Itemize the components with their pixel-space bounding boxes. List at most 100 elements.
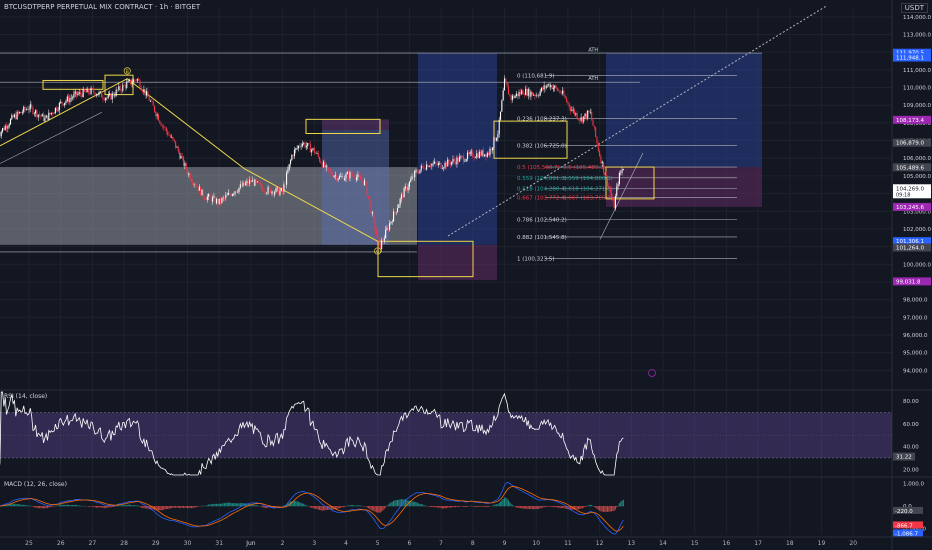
candle-body [497,134,499,139]
macd-histogram-bar [171,506,173,509]
candle-body [383,238,385,241]
candle-body [54,107,56,113]
candle-body [435,161,437,164]
candle-body [342,175,344,181]
price-axis-tag [893,184,931,199]
macd-histogram-bar [620,501,622,507]
macd-histogram-bar [370,506,372,511]
macd-histogram-bar [8,504,10,507]
candle-body [530,91,532,97]
candle-body [338,176,340,179]
macd-histogram-bar [116,505,118,507]
candle-body [276,187,278,189]
candle-body [346,172,348,175]
candle-body [39,114,41,116]
macd-histogram-bar [214,503,216,507]
macd-histogram-bar [113,506,115,507]
macd-histogram-bar [534,506,536,510]
candle-body [144,89,146,96]
candle-body [48,112,50,121]
macd-histogram-bar [127,504,129,507]
macd-histogram-bar [70,505,72,507]
macd-histogram-bar [509,501,511,507]
macd-histogram-bar [218,503,220,507]
macd-histogram-bar [223,503,225,507]
macd-histogram-bar [420,504,422,507]
macd-histogram-bar [366,506,368,508]
time-axis-label: 31 [215,540,223,547]
macd-histogram-bar [173,506,175,508]
projection-box-stop [418,244,497,281]
macd-histogram-bar [56,505,58,507]
macd-histogram-bar [258,505,260,507]
candle-body [369,198,371,203]
macd-histogram-bar [445,506,447,509]
candle-body [146,91,148,96]
candle-body [142,90,144,92]
macd-histogram-bar [441,506,443,509]
candle-body [238,187,240,192]
candle-body [231,194,233,196]
macd-histogram-bar [239,503,241,507]
candle-body [7,126,9,129]
macd-histogram-bar [336,506,338,510]
candle-body [415,170,417,171]
candle-body [242,182,244,187]
price-axis-tag-sub: 09:18 [896,192,910,198]
macd-histogram-bar [542,506,544,508]
candle-body [225,195,227,198]
macd-histogram-bar [304,504,306,507]
macd-histogram-bar [562,506,564,508]
candle-body [120,90,123,91]
macd-histogram-bar [110,506,112,508]
macd-line [0,482,624,535]
macd-histogram-bar [435,506,437,508]
macd-histogram-bar [28,505,30,507]
macd-histogram-bar [558,506,560,508]
candle-body [194,183,196,186]
candle-body [406,186,408,191]
macd-histogram-bar [395,500,397,507]
macd-histogram-bar [94,506,96,508]
macd-histogram-bar [465,506,467,508]
projection-box [606,53,762,168]
macd-histogram-bar [41,506,43,509]
macd-histogram-bar [11,503,13,507]
candle-body [426,164,428,170]
macd-histogram-bar [390,502,392,507]
candle-body [192,181,194,184]
candle-body [102,97,104,99]
macd-histogram-bar [525,506,527,509]
candle-body [282,188,284,192]
macd-histogram-bar [478,506,480,507]
candle-body [296,148,298,149]
macd-histogram-bar [72,505,74,507]
macd-histogram-bar [521,506,523,509]
candle-body [83,89,86,92]
candle-body [267,187,269,194]
candle-body [87,88,89,93]
price-axis-tag [893,48,931,57]
candle-body [568,103,570,108]
candle-body [172,137,174,140]
macd-histogram-bar [382,506,384,511]
candle-body [280,188,282,191]
ath-label: ATH [588,47,598,53]
candle-body [69,98,71,103]
macd-histogram-bar [538,506,540,509]
macd-histogram-bar [231,503,233,507]
macd-histogram-bar [180,506,182,508]
price-axis-label: 113,000.0 [903,33,931,39]
candle-body [490,148,492,151]
macd-histogram-bar [443,506,445,509]
currency-badge[interactable]: USDT [900,3,928,13]
time-axis-label: 18 [786,540,794,547]
macd-histogram-bar [504,497,505,507]
candle-body [616,186,618,197]
macd-histogram-bar [374,506,376,512]
macd-histogram-bar [206,505,208,507]
candle-body [218,198,220,204]
macd-histogram-bar [362,506,364,507]
macd-histogram-bar [234,503,236,507]
